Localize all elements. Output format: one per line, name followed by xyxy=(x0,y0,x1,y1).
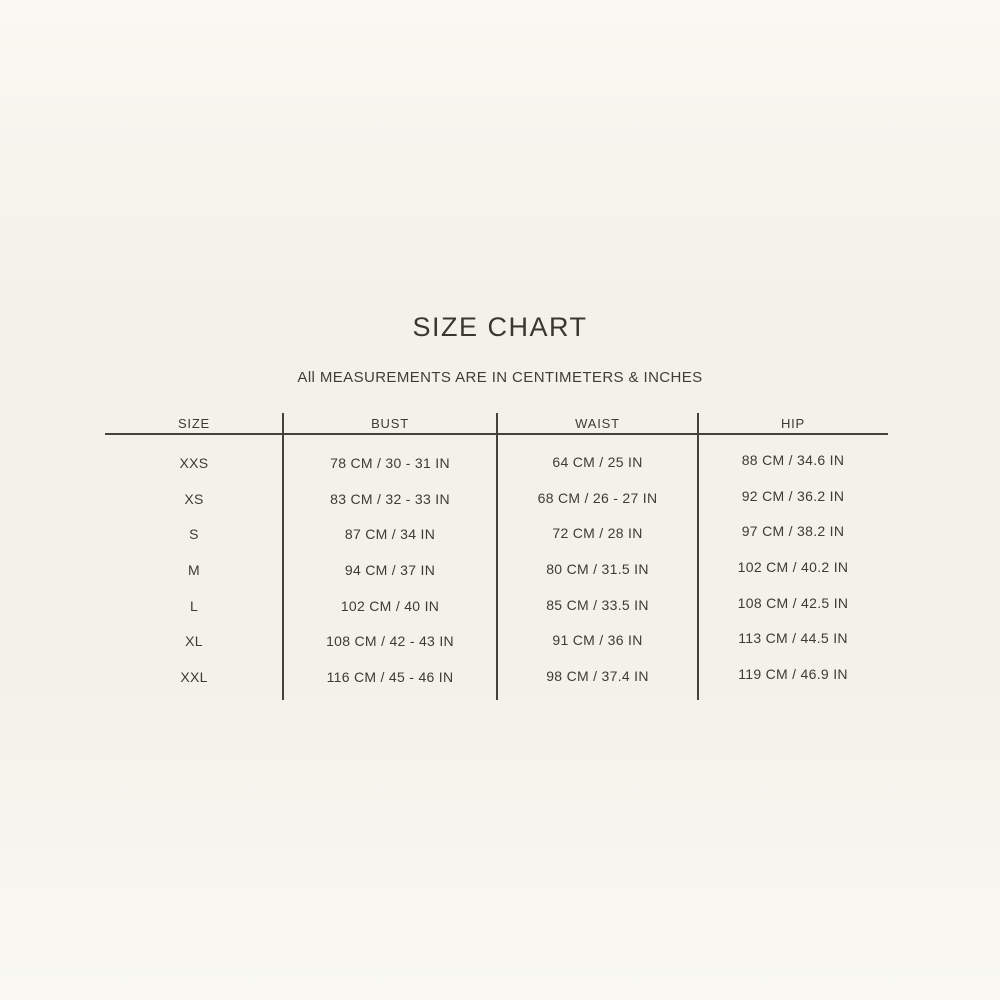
hip-cell: 119 CM / 46.9 IN xyxy=(738,665,848,682)
hip-cell: 97 CM / 38.2 IN xyxy=(741,523,845,540)
table-body: XXS 78 CM / 30 - 31 IN 64 CM / 25 IN 88 … xyxy=(105,445,888,695)
page-subtitle: All MEASUREMENTS ARE IN CENTIMETERS & IN… xyxy=(297,369,703,386)
size-cell: XXS xyxy=(179,454,209,471)
hip-cell: 113 CM / 44.5 IN xyxy=(738,630,848,647)
hip-cell: 88 CM / 34.6 IN xyxy=(741,451,845,468)
waist-cell: 72 CM / 28 IN xyxy=(552,525,643,542)
column-header-bust: BUST xyxy=(371,415,409,431)
bust-cell: 94 CM / 37 IN xyxy=(344,561,436,578)
column-header-size: SIZE xyxy=(177,415,211,431)
bust-cell: 102 CM / 40 IN xyxy=(340,597,440,614)
size-table: SIZE BUST WAIST HIP XXS 78 CM / 30 - 31 … xyxy=(105,413,888,700)
size-cell: M xyxy=(188,561,200,578)
waist-cell: 80 CM / 31.5 IN xyxy=(546,560,649,577)
column-divider-line xyxy=(697,413,699,700)
size-cell: XS xyxy=(184,490,204,507)
size-cell: L xyxy=(189,597,199,614)
hip-cell: 92 CM / 36.2 IN xyxy=(741,487,845,504)
size-cell: S xyxy=(189,526,199,543)
column-divider-line xyxy=(496,413,498,700)
column-header-hip: HIP xyxy=(780,415,806,431)
column-header-waist: WAIST xyxy=(575,415,620,431)
bust-cell: 108 CM / 42 - 43 IN xyxy=(326,633,454,650)
waist-cell: 91 CM / 36 IN xyxy=(552,632,643,649)
table-header-row: SIZE BUST WAIST HIP xyxy=(105,413,888,433)
waist-cell: 64 CM / 25 IN xyxy=(552,453,643,470)
bust-cell: 116 CM / 45 - 46 IN xyxy=(326,668,454,685)
waist-cell: 68 CM / 26 - 27 IN xyxy=(537,489,658,506)
waist-cell: 85 CM / 33.5 IN xyxy=(546,596,649,613)
column-divider-line xyxy=(282,413,284,700)
size-cell: XL xyxy=(185,633,203,650)
bust-cell: 83 CM / 32 - 33 IN xyxy=(330,490,450,507)
bust-cell: 87 CM / 34 IN xyxy=(344,526,436,543)
hip-cell: 108 CM / 42.5 IN xyxy=(737,594,849,611)
waist-cell: 98 CM / 37.4 IN xyxy=(546,667,649,684)
bust-cell: 78 CM / 30 - 31 IN xyxy=(330,454,450,471)
page-title: SIZE CHART xyxy=(412,312,588,342)
hip-cell: 102 CM / 40.2 IN xyxy=(737,558,849,575)
size-cell: XXL xyxy=(180,668,208,685)
